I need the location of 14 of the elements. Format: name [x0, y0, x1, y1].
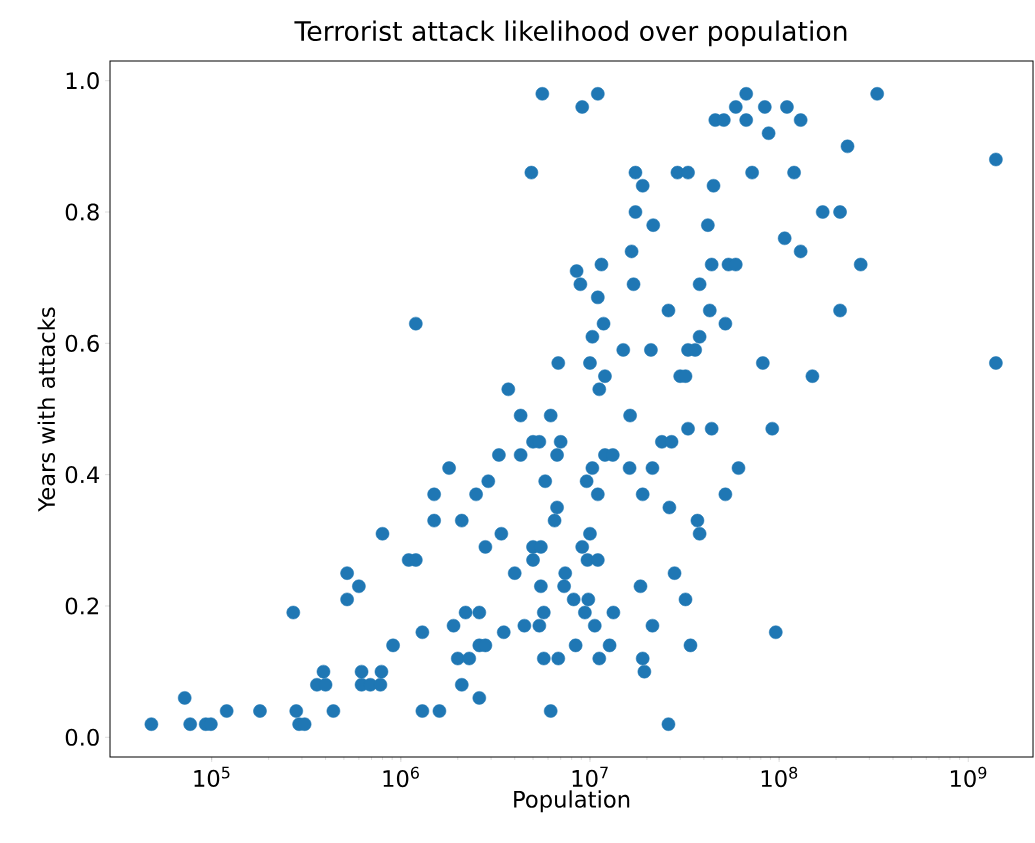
x-axis-title: Population	[514, 790, 630, 813]
chart-title: Terrorist attack likelihood over population	[294, 20, 847, 47]
x-tick-label: 10$^{9}$	[950, 766, 987, 788]
y-tick-label: 0.2	[65, 597, 99, 615]
y-tick-label: 0.0	[65, 728, 99, 746]
x-tick-label: 10$^{5}$	[194, 766, 230, 787]
y-tick-label: 1.0	[66, 72, 99, 90]
y-tick-label: 0.6	[65, 334, 99, 352]
x-tick-label: 10$^{7}$	[572, 766, 608, 787]
x-tick-label: 10$^{8}$	[761, 766, 798, 788]
y-axis-title: Years with attacks	[37, 307, 56, 512]
y-tick-label: 0.8	[65, 203, 99, 221]
x-tick-label: 10$^{6}$	[383, 766, 419, 788]
y-tick-label: 0.4	[65, 466, 100, 484]
